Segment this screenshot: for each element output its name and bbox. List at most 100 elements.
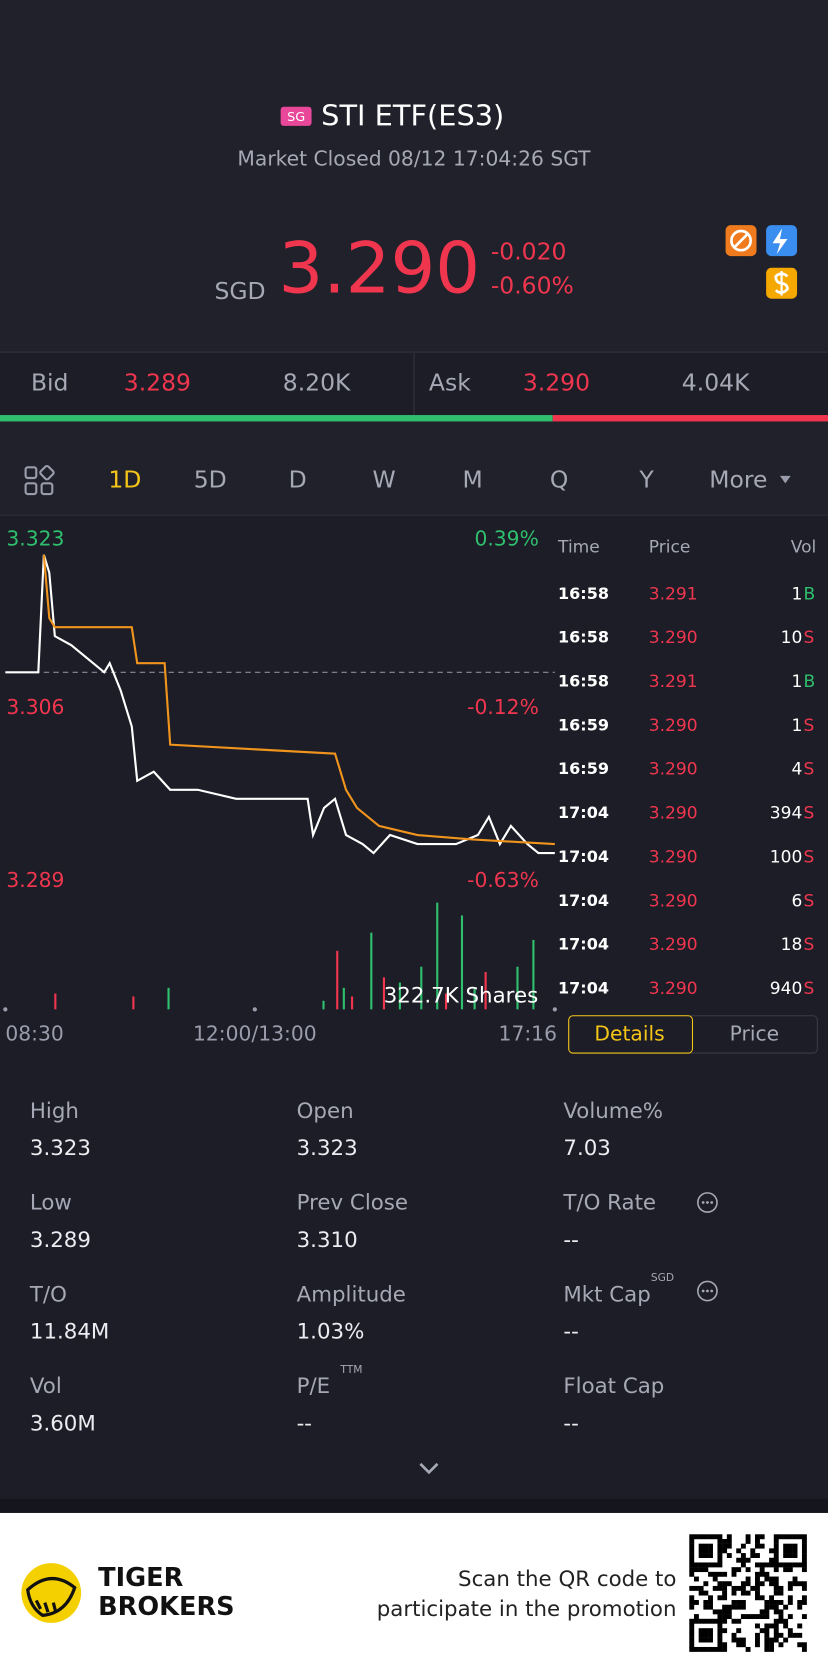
qr-module [693, 1567, 699, 1573]
icon-shape [733, 232, 749, 249]
qr-module [755, 1632, 760, 1638]
qr-module [736, 1604, 742, 1610]
icon-shape [40, 482, 54, 496]
average-line [42, 554, 555, 846]
volume-bar [342, 987, 345, 1010]
volume-bar [460, 915, 464, 1010]
qr-module [759, 1628, 765, 1634]
qr-module [783, 1534, 789, 1540]
trade-price: 3.290 [649, 847, 698, 867]
qr-module [755, 1590, 760, 1596]
qr-module [755, 1534, 760, 1540]
qr-module [726, 1609, 732, 1615]
volume-bar [54, 993, 57, 1010]
header-background [0, 0, 828, 353]
qr-module [755, 1571, 760, 1577]
volume-bar [382, 977, 386, 1010]
period-tab[interactable]: More [709, 466, 767, 494]
qr-module [787, 1543, 793, 1549]
qr-module [703, 1604, 709, 1610]
qr-module [764, 1628, 770, 1634]
trade-side: S [803, 760, 814, 780]
period-tab[interactable]: M [463, 466, 483, 494]
period-tab[interactable]: Y [638, 466, 654, 494]
period-tab[interactable]: 5D [194, 466, 227, 494]
trades-header: Price [649, 537, 691, 557]
stat-label: T/O [29, 1282, 67, 1307]
qr-module [717, 1543, 723, 1549]
qr-module [740, 1553, 746, 1558]
qr-module [703, 1637, 709, 1643]
period-tab[interactable]: D [289, 466, 307, 494]
qr-module [693, 1618, 699, 1624]
qr-module [698, 1567, 704, 1573]
qr-module [787, 1585, 793, 1591]
stat-value: 3.310 [297, 1228, 358, 1253]
qr-module [764, 1609, 770, 1615]
qr-module [712, 1562, 718, 1568]
qr-module [745, 1576, 751, 1582]
layout-icon[interactable] [24, 464, 55, 496]
qr-module [698, 1637, 704, 1643]
market-badge-text: SG [287, 110, 305, 125]
stat-label: Mkt Cap [563, 1282, 650, 1307]
info-icon[interactable] [697, 1280, 718, 1302]
icon-shape [772, 228, 788, 254]
qr-module [769, 1646, 775, 1652]
qr-module [722, 1595, 728, 1601]
x-tick-label: 17:16 [499, 1021, 557, 1045]
qr-module [783, 1553, 789, 1558]
qr-module [740, 1604, 746, 1610]
qr-module [801, 1642, 807, 1648]
qr-module [792, 1576, 798, 1582]
qr-module [726, 1543, 732, 1549]
qr-module [759, 1534, 765, 1540]
trade-price: 3.290 [649, 760, 698, 780]
qr-module [717, 1581, 723, 1587]
qr-module [740, 1562, 746, 1568]
trade-price: 3.290 [649, 935, 698, 955]
qr-module [778, 1618, 784, 1624]
qr-module [755, 1637, 760, 1643]
qr-module [773, 1623, 779, 1629]
qr-module [717, 1571, 723, 1577]
period-tab[interactable]: 1D [108, 466, 141, 494]
qr-module [722, 1548, 728, 1554]
qr-module [759, 1581, 765, 1587]
price-tab[interactable]: Price [730, 1021, 779, 1045]
qr-module [698, 1543, 704, 1549]
active-segment[interactable] [568, 1015, 694, 1054]
qr-module [703, 1581, 709, 1587]
qr-module [717, 1585, 723, 1591]
period-tab[interactable]: Q [550, 466, 568, 494]
volume-bar [516, 966, 519, 1010]
stat-value: 11.84M [30, 1320, 109, 1345]
qr-module [708, 1600, 713, 1605]
qr-module [801, 1548, 807, 1554]
info-icon[interactable] [697, 1192, 718, 1213]
stat-label: Low [30, 1191, 72, 1216]
qr-module [745, 1614, 751, 1620]
qr-module [787, 1548, 793, 1554]
qr-module [698, 1553, 704, 1558]
qr-module [773, 1600, 779, 1605]
dot [706, 1201, 709, 1204]
qr-module [801, 1581, 807, 1587]
qr-module [689, 1600, 695, 1605]
period-tab[interactable]: W [373, 466, 396, 494]
qr-module [726, 1604, 732, 1610]
price-change: -0.020 [491, 237, 567, 265]
qr-module [801, 1543, 807, 1549]
trade-price: 3.291 [649, 672, 698, 692]
trade-volume: 6 [792, 891, 803, 911]
qr-module [801, 1553, 807, 1558]
qr-module [745, 1590, 751, 1596]
qr-module [764, 1646, 770, 1652]
trade-time: 17:04 [558, 803, 609, 822]
details-tab[interactable]: Details [594, 1021, 664, 1045]
expand-chevron[interactable] [419, 1462, 439, 1475]
qr-module [755, 1614, 760, 1620]
qr-module [755, 1543, 760, 1549]
qr-module [769, 1557, 775, 1563]
qr-module [764, 1571, 770, 1577]
